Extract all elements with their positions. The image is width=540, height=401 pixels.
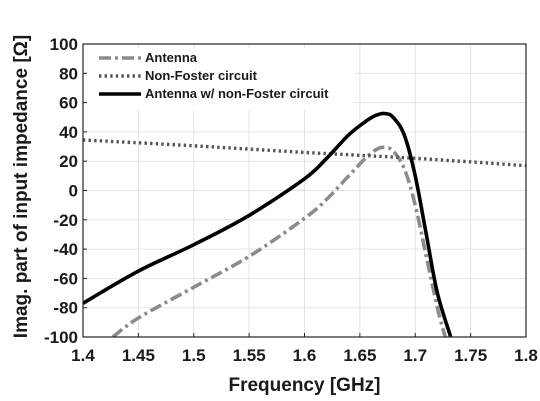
- legend-label-antenna-w-non-foster-circuit: Antenna w/ non-Foster circuit: [145, 86, 329, 101]
- y-tick-label: 80: [59, 64, 78, 83]
- y-tick-label: 40: [59, 123, 78, 142]
- x-tick-label: 1.55: [233, 346, 266, 365]
- y-tick-label: 0: [69, 182, 78, 201]
- series-line-antenna-w-non-foster-circuit: [83, 111, 453, 337]
- x-tick-label: 1.8: [514, 346, 538, 365]
- y-axis-label: Imag. part of input impedance [Ω]: [11, 35, 32, 338]
- x-tick-label: 1.75: [454, 346, 487, 365]
- x-tick-label: 1.4: [71, 346, 95, 365]
- plot-frame: [82, 43, 527, 338]
- y-tick-label: 100: [50, 35, 78, 54]
- x-axis-label: Frequency [GHz]: [228, 375, 380, 396]
- tick-labels: 1.4 1.45 1.5 1.55 1.6 1.65 1.7 1.75 1.8 -100 -80 -6…: [44, 35, 538, 365]
- y-tick-label: 20: [59, 152, 78, 171]
- y-tick-label: -60: [53, 269, 78, 288]
- y-tick-label: -80: [53, 299, 78, 318]
- series-line-non-foster-circuit: [83, 138, 526, 168]
- legend: Antenna Non-Foster circuit Antenna w/ non-…: [87, 48, 355, 110]
- legend-label-non-foster-circuit: Non-Foster circuit: [145, 68, 258, 83]
- legend-label-antenna: Antenna: [145, 50, 198, 65]
- y-tick-label: 60: [59, 94, 78, 113]
- y-tick-label: -100: [44, 328, 78, 347]
- x-tick-label: 1.65: [343, 346, 376, 365]
- series-line-antenna: [111, 145, 447, 337]
- x-tick-label: 1.45: [122, 346, 155, 365]
- x-tick-label: 1.5: [182, 346, 206, 365]
- y-tick-label: -20: [53, 211, 78, 230]
- series-lines: [83, 111, 526, 337]
- x-tick-label: 1.7: [403, 346, 427, 365]
- y-tick-label: -40: [53, 240, 78, 259]
- x-tick-label: 1.6: [293, 346, 317, 365]
